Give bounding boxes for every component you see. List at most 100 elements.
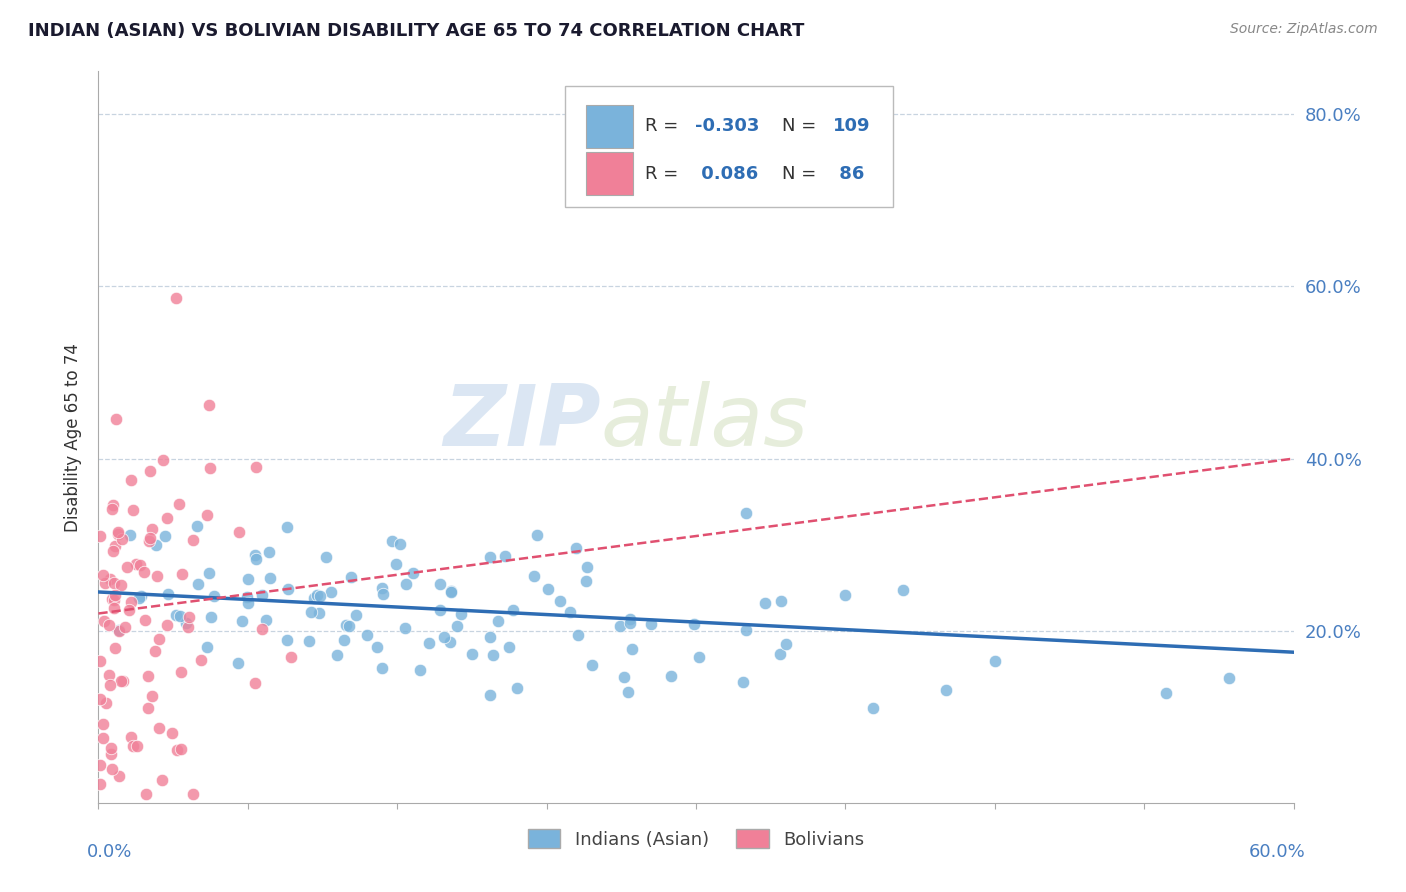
Point — [243, 675, 266, 690]
Point — [104, 539, 127, 553]
Point — [136, 669, 159, 683]
Point — [141, 522, 163, 536]
Point — [166, 743, 188, 757]
Point — [429, 577, 451, 591]
Point — [394, 621, 416, 635]
Point — [482, 648, 505, 662]
Point — [891, 582, 914, 597]
Point — [104, 588, 127, 602]
Point — [107, 527, 129, 541]
Point — [110, 578, 132, 592]
Point — [682, 617, 704, 632]
Point — [169, 742, 191, 756]
Point — [153, 529, 176, 543]
Point — [254, 613, 277, 627]
Text: R =: R = — [644, 165, 683, 183]
Point — [120, 595, 142, 609]
Point — [440, 584, 463, 599]
Point — [439, 635, 461, 649]
Point — [101, 591, 124, 606]
Point — [298, 633, 321, 648]
Point — [429, 603, 451, 617]
Point — [506, 681, 529, 695]
Point — [366, 640, 388, 654]
Point — [100, 741, 122, 756]
Point — [381, 533, 404, 548]
Point — [148, 632, 170, 646]
Point — [107, 524, 129, 539]
Point — [146, 569, 169, 583]
Point — [619, 611, 641, 625]
Point — [259, 571, 281, 585]
Point — [187, 576, 209, 591]
Point — [97, 618, 120, 632]
Text: N =: N = — [782, 117, 823, 136]
Y-axis label: Disability Age 65 to 74: Disability Age 65 to 74 — [63, 343, 82, 532]
Point — [156, 511, 179, 525]
Point — [619, 616, 641, 631]
Point — [125, 557, 148, 571]
Point — [136, 700, 159, 714]
Point — [333, 632, 356, 647]
Point — [307, 588, 329, 602]
FancyBboxPatch shape — [565, 86, 893, 207]
Point — [202, 589, 225, 603]
Text: -0.303: -0.303 — [695, 117, 759, 136]
FancyBboxPatch shape — [586, 153, 633, 195]
Point — [446, 619, 468, 633]
Point — [94, 696, 117, 710]
Point — [129, 558, 152, 572]
Point — [620, 642, 643, 657]
Point — [498, 640, 520, 654]
Point — [609, 619, 631, 633]
Point — [486, 614, 509, 628]
Point — [688, 650, 710, 665]
Point — [344, 607, 367, 622]
Point — [98, 678, 121, 692]
Point — [89, 777, 111, 791]
Point — [139, 531, 162, 545]
Point — [236, 596, 259, 610]
Point — [617, 685, 640, 699]
Point — [108, 624, 131, 638]
Point — [769, 593, 792, 607]
Point — [734, 623, 756, 637]
Point — [228, 525, 250, 540]
Point — [308, 606, 330, 620]
Point — [245, 460, 267, 475]
Point — [132, 566, 155, 580]
Point — [576, 560, 599, 574]
Text: 86: 86 — [834, 165, 865, 183]
Point — [104, 412, 127, 426]
Point — [198, 461, 221, 475]
Point — [134, 613, 156, 627]
Point — [299, 605, 322, 619]
Point — [167, 497, 190, 511]
Text: Source: ZipAtlas.com: Source: ZipAtlas.com — [1230, 22, 1378, 37]
Point — [280, 649, 302, 664]
Point — [103, 575, 125, 590]
Point — [139, 464, 162, 478]
Point — [89, 757, 111, 772]
Point — [640, 617, 662, 632]
Point — [190, 653, 212, 667]
Point — [148, 721, 170, 735]
Point — [98, 668, 121, 682]
Point — [93, 614, 115, 628]
Point — [169, 609, 191, 624]
Point — [181, 533, 204, 547]
Point — [523, 568, 546, 582]
Point — [89, 654, 111, 668]
Point — [558, 605, 581, 619]
Point — [135, 787, 157, 801]
Point — [121, 503, 143, 517]
Point — [179, 609, 201, 624]
Point — [502, 603, 524, 617]
Point — [165, 291, 187, 305]
Point — [128, 591, 150, 605]
Point — [259, 544, 281, 558]
Point — [450, 607, 472, 622]
Text: 60.0%: 60.0% — [1249, 843, 1306, 861]
Point — [89, 529, 111, 543]
Point — [834, 588, 856, 602]
